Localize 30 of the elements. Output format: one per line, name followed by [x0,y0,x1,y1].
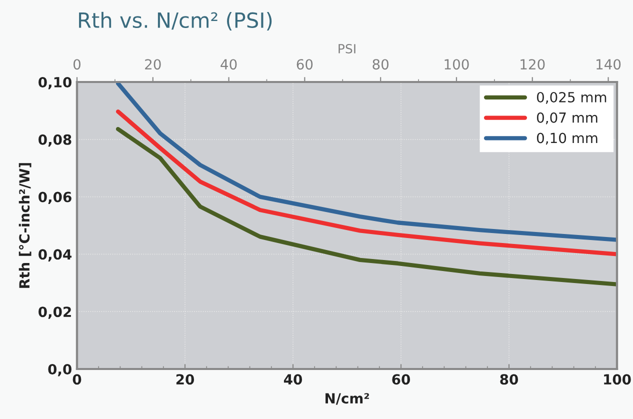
x-tick-label: 0 [72,374,82,385]
x-tick-label: 60 [392,374,410,385]
y-tick-label: 0,10 [38,76,72,90]
x-tick-label: 20 [176,374,194,385]
x-tick-label: 40 [284,374,302,385]
x2-tick-label: 80 [372,59,388,70]
legend-label: 0,10 mm [536,132,598,145]
legend-label: 0,07 mm [536,112,598,124]
y-tick-label: 0,02 [38,306,71,319]
y-axis-title: Rth [°C-inch²/W] [18,163,32,288]
x2-tick-label: 0 [73,59,80,70]
y-tick-label: 0,06 [38,192,72,204]
y-tick-label: 0,08 [38,134,72,147]
x-tick-label: 80 [500,374,518,385]
line-series [116,82,617,242]
x-tick-label: 100 [604,374,631,385]
x2-tick-label: 120 [520,59,545,70]
chart-title: Rth vs. N/cm² (PSI) [79,12,272,30]
x-axis-title: N/cm² [326,393,369,405]
x2-tick-label: 40 [220,59,237,70]
x2-tick-label: 140 [596,59,621,70]
y-tick-label: 0,0 [48,364,72,376]
legend-label: 0,025 mm [536,92,606,104]
y-tick-label: 0,04 [38,249,72,262]
line-series [116,126,617,286]
line-series [116,109,617,256]
x2-tick-label: 60 [296,59,313,70]
x2-tick-label: 100 [444,59,469,70]
x2-axis-title: PSI [338,44,356,54]
x2-tick-label: 20 [145,59,161,70]
